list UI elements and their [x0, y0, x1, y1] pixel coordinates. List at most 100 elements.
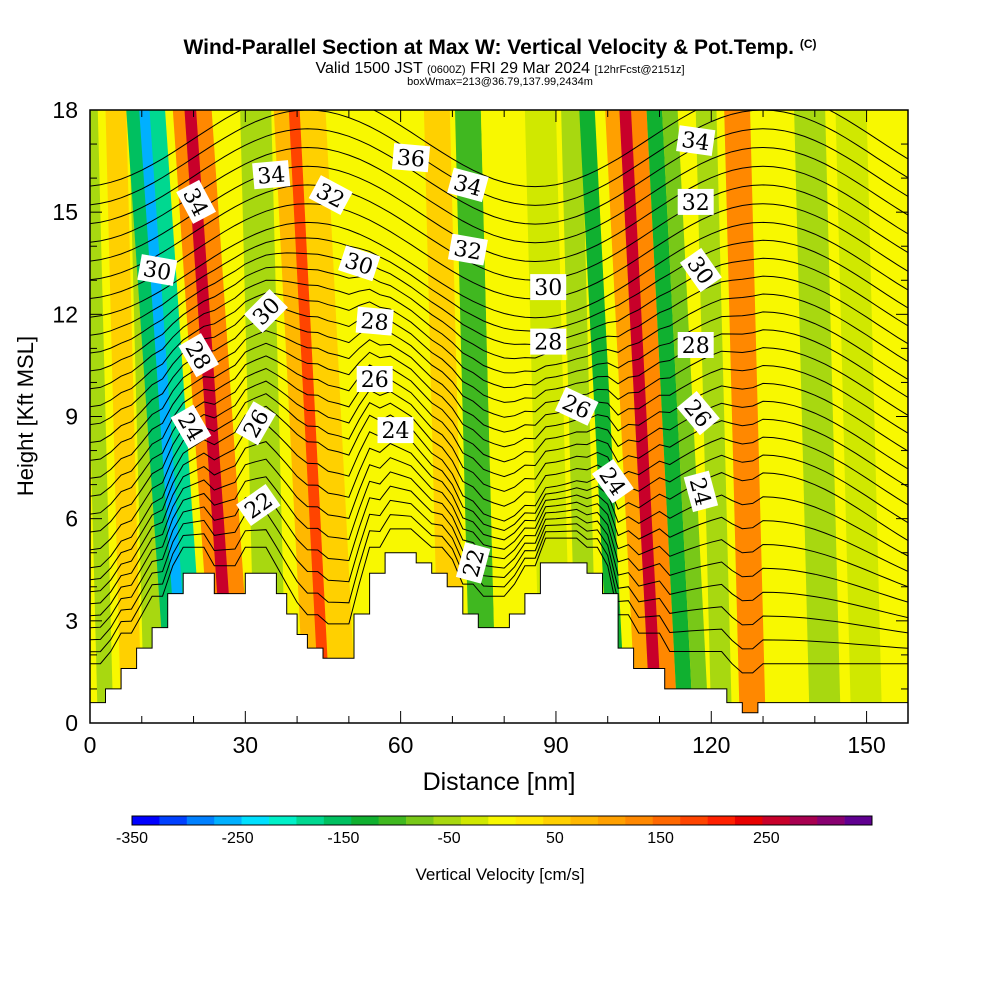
theta-contour-27	[90, 128, 908, 225]
contour-label-7: 22	[236, 484, 281, 526]
contour-label-15: 32	[447, 233, 488, 266]
contour-label-box-4	[252, 160, 291, 190]
colorbar-swatch-24	[789, 816, 818, 825]
forecast-info: [12hrFcst@2151z]	[594, 64, 685, 76]
x-tick-label-120: 120	[692, 732, 730, 758]
velocity-band-8	[184, 110, 239, 723]
contour-label-text-12: 24	[382, 419, 410, 444]
terrain-profile	[90, 552, 908, 723]
copyright-mark: (C)	[799, 37, 817, 51]
contour-label-box-17	[530, 328, 567, 355]
colorbar-swatch-8	[351, 816, 379, 825]
contour-label-box-22	[677, 188, 714, 215]
colorbar-frame	[131, 815, 873, 826]
colorbar-tick-label-2: -150	[327, 830, 359, 847]
contour-label-4: 34	[252, 160, 291, 190]
contour-label-text-24: 28	[682, 334, 710, 359]
velocity-band-16	[454, 110, 497, 723]
contour-label-box-7	[236, 484, 281, 526]
y-tick-label-3: 3	[65, 608, 78, 634]
y-tick-label-18: 18	[52, 97, 78, 123]
contour-label-box-0	[176, 179, 217, 224]
contour-label-24: 28	[677, 332, 714, 359]
contour-label-box-19	[455, 542, 491, 584]
x-tick-label-0: 0	[84, 732, 97, 758]
colorbar-swatch-15	[543, 816, 571, 825]
y-tick-label-6: 6	[65, 506, 78, 532]
contour-label-11: 26	[356, 366, 393, 393]
colorbar-swatch-23	[762, 816, 791, 825]
contour-label-1: 30	[137, 254, 178, 286]
theta-contour-4	[90, 471, 908, 617]
contour-label-box-6	[235, 401, 276, 446]
contour-label-text-15: 32	[452, 236, 484, 265]
colorbar-swatch-0	[132, 816, 160, 825]
x-tick-label-150: 150	[847, 732, 885, 758]
contour-label-21: 34	[676, 125, 716, 156]
theta-contour-22	[90, 221, 908, 319]
contour-label-box-10	[355, 306, 394, 336]
y-axis-label: Height [Kft MSL]	[13, 336, 38, 496]
colorbar-tick-label-4: 50	[546, 830, 564, 847]
contour-label-box-11	[356, 366, 393, 392]
colorbar-swatch-5	[269, 816, 297, 825]
theta-contour-9	[90, 393, 908, 551]
contour-label-box-24	[677, 332, 714, 358]
colorbar-tick-label-3: -50	[438, 830, 461, 847]
colorbar-swatch-9	[378, 816, 407, 825]
contour-label-text-10: 28	[360, 309, 390, 336]
valid-time-line: Valid 1500 JST (0600Z) FRI 29 Mar 2024 […	[315, 60, 685, 77]
contour-label-text-17: 28	[534, 331, 562, 356]
theta-contour-14	[90, 330, 908, 461]
contour-label-box-20	[591, 458, 634, 504]
contour-label-22: 32	[677, 188, 714, 216]
colorbar-swatch-14	[515, 816, 544, 825]
theta-contour-17	[90, 292, 908, 408]
contour-label-box-5	[244, 288, 288, 333]
chart-title: Wind-Parallel Section at Max W: Vertical…	[183, 36, 817, 59]
theta-contour-6	[90, 441, 908, 593]
colorbar-swatch-12	[460, 816, 489, 825]
y-tick-label-9: 9	[65, 404, 78, 430]
x-tick-label-90: 90	[543, 732, 569, 758]
theta-contour-2	[90, 499, 908, 641]
colorbar-swatch-17	[597, 816, 626, 825]
colorbar-tick-label-0: -350	[116, 830, 148, 847]
contour-label-text-13: 36	[396, 146, 426, 173]
contour-label-13: 36	[391, 143, 431, 173]
box-wmax-line: boxWmax=213@36.79,137.99,2434m	[407, 76, 593, 88]
colorbar-swatch-16	[570, 816, 599, 825]
velocity-band-9	[196, 110, 254, 723]
colorbar-swatch-13	[488, 816, 517, 825]
velocity-band-15	[423, 110, 466, 723]
colorbar-swatch-11	[433, 816, 462, 825]
contour-label-text-22: 32	[682, 191, 710, 216]
colorbar-swatch-25	[817, 816, 845, 825]
colorbar-swatch-7	[323, 816, 352, 825]
contour-label-17: 28	[530, 328, 567, 356]
colorbar-swatch-2	[186, 816, 215, 825]
colorbar-swatch-10	[406, 816, 434, 825]
velocity-band-23	[631, 110, 678, 723]
velocity-band-11	[273, 110, 321, 723]
colorbar-swatch-6	[296, 816, 325, 825]
velocity-band-28	[757, 110, 805, 723]
y-tick-label-0: 0	[65, 710, 78, 736]
x-tick-label-60: 60	[388, 732, 414, 758]
contour-label-box-16	[530, 274, 567, 301]
colorbar-tick-label-6: 250	[753, 830, 780, 847]
velocity-band-27	[724, 110, 766, 723]
x-tick-label-30: 30	[233, 732, 259, 758]
contour-label-10: 28	[355, 306, 394, 336]
theta-contour-10	[90, 380, 908, 533]
velocity-band-24	[646, 110, 694, 723]
contour-label-box-23	[679, 247, 722, 293]
theta-contour-0	[90, 528, 908, 674]
colorbar-swatch-21	[707, 816, 736, 825]
contour-label-text-1: 30	[141, 257, 173, 286]
theta-contour-1	[90, 514, 908, 653]
theta-contour-20	[90, 252, 908, 354]
velocity-band-12	[288, 110, 332, 723]
contour-label-box-2	[178, 333, 219, 378]
